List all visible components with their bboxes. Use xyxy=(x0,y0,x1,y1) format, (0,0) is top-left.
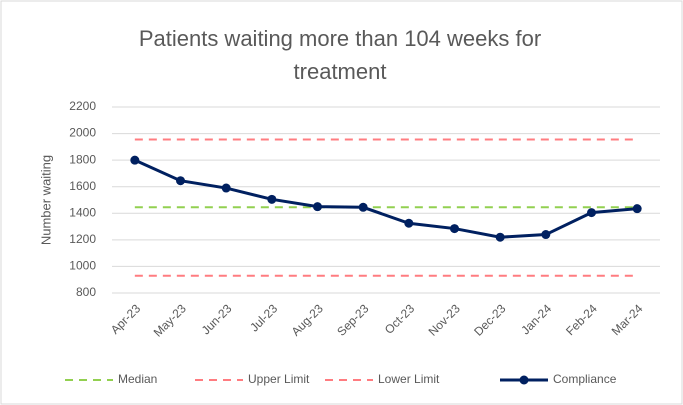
x-tick-label: Jan-24 xyxy=(518,301,554,337)
x-tick-label: Dec-23 xyxy=(471,301,508,338)
legend-label: Compliance xyxy=(553,372,617,386)
legend-label: Upper Limit xyxy=(248,372,310,386)
y-tick-label: 1600 xyxy=(69,179,96,193)
data-point xyxy=(495,232,505,242)
legend-label: Median xyxy=(118,372,157,386)
data-point xyxy=(358,202,368,212)
x-tick-label: Apr-23 xyxy=(108,301,144,337)
x-tick-label: Sep-23 xyxy=(334,301,371,338)
x-tick-label: Aug-23 xyxy=(289,301,326,338)
x-tick-label: May-23 xyxy=(151,301,189,339)
data-point xyxy=(130,155,140,165)
y-tick-label: 1400 xyxy=(69,205,96,219)
data-point xyxy=(541,230,551,240)
y-tick-label: 800 xyxy=(76,285,96,299)
series-line xyxy=(134,158,638,239)
data-point xyxy=(587,208,596,218)
data-point xyxy=(267,194,277,204)
x-tick-label: Nov-23 xyxy=(426,301,463,338)
y-tick-label: 1800 xyxy=(69,152,96,166)
data-point xyxy=(632,204,642,214)
y-tick-label: 2200 xyxy=(69,99,96,113)
x-tick-label: Jul-23 xyxy=(247,301,280,334)
y-tick-label: 1200 xyxy=(69,232,96,246)
x-tick-label: Mar-24 xyxy=(609,301,646,338)
x-tick-label: Feb-24 xyxy=(563,301,600,338)
x-tick-label: Oct-23 xyxy=(382,301,418,337)
y-axis-label: Number waiting xyxy=(38,155,53,245)
data-point xyxy=(221,183,231,193)
x-tick-label: Jun-23 xyxy=(199,301,235,337)
data-point xyxy=(176,176,185,186)
data-point xyxy=(313,202,322,212)
legend-marker xyxy=(519,375,529,385)
data-point xyxy=(450,224,459,234)
data-point xyxy=(404,218,414,228)
chart-title: Patients waiting more than 104 weeks for… xyxy=(138,26,542,84)
legend-label: Lower Limit xyxy=(378,372,440,386)
y-tick-label: 2000 xyxy=(69,126,96,140)
y-tick-label: 1000 xyxy=(69,259,96,273)
